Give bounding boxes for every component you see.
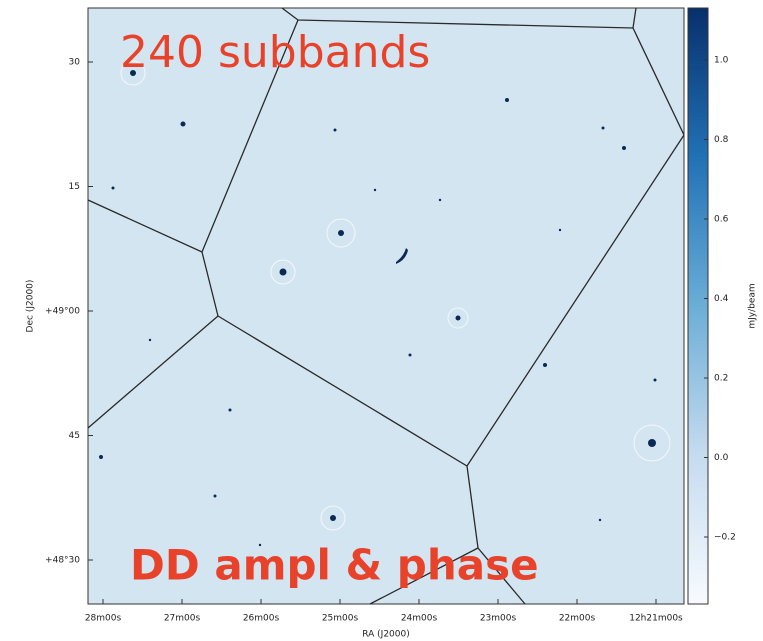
colorbar-tick-label: 0.0 <box>714 453 729 463</box>
colorbar-tick-label: 0.4 <box>714 294 729 304</box>
colorbar <box>688 8 708 604</box>
y-tick-label: 30 <box>69 58 81 68</box>
x-tick-label: 28m00s <box>85 614 122 624</box>
colorbar-tick-label: −0.2 <box>714 533 736 543</box>
x-tick-label: 26m00s <box>243 614 280 624</box>
x-tick-label: 22m00s <box>559 614 596 624</box>
y-tick-label: 45 <box>69 431 80 441</box>
y-tick-label: +48°30 <box>45 556 80 566</box>
colorbar-label: mJy/beam <box>748 283 758 328</box>
colorbar-tick-label: 0.2 <box>714 374 728 384</box>
x-axis-label: RA (J2000) <box>362 630 410 640</box>
colorbar-tick-label: 1.0 <box>714 56 729 66</box>
x-tick-label: 23m00s <box>480 614 517 624</box>
colorbar-tick-label: 0.8 <box>714 135 729 145</box>
overlay-title: 240 subbands <box>120 27 430 78</box>
y-axis-label: Dec (J2000) <box>26 280 36 333</box>
x-tick-label: 27m00s <box>164 614 201 624</box>
colorbar-tick-label: 0.6 <box>714 215 729 225</box>
sky-image <box>88 8 684 604</box>
x-tick-label: 24m00s <box>401 614 438 624</box>
overlay-caption: DD ampl & phase <box>130 541 539 590</box>
y-tick-label: +49°00 <box>45 307 80 317</box>
y-tick-label: 15 <box>69 182 80 192</box>
screenshot: 240 subbands DD ampl & phase Dec (J2000)… <box>0 0 763 641</box>
x-tick-label: 25m00s <box>322 614 359 624</box>
x-tick-label: 12h21m00s <box>629 614 683 624</box>
